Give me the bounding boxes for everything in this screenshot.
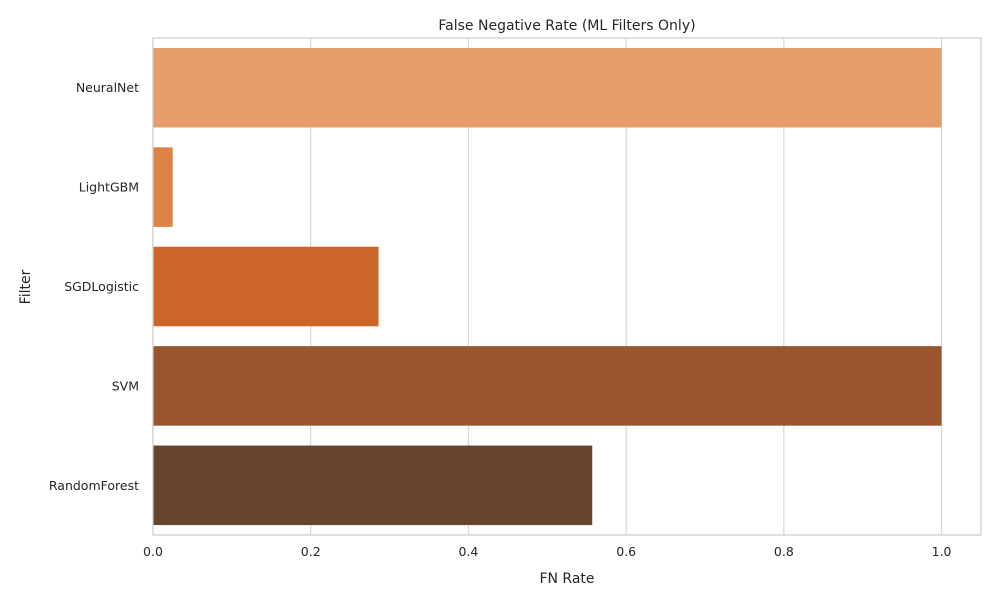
bars (153, 47, 942, 526)
bar-svm (153, 346, 942, 426)
bar-lightgbm (153, 147, 173, 227)
x-axis-label: FN Rate (539, 571, 594, 587)
x-tick-label: 1.0 (932, 544, 952, 559)
bar-randomforest (153, 445, 593, 526)
y-tick-label: NeuralNet (76, 80, 139, 95)
x-axis-ticks: 0.0 0.2 0.4 0.6 0.8 1.0 (143, 544, 951, 559)
x-tick-label: 0.8 (774, 544, 794, 559)
y-tick-label: LightGBM (79, 180, 139, 195)
x-tick-label: 0.6 (616, 544, 636, 559)
y-axis-label: Filter (18, 269, 34, 304)
chart-title: False Negative Rate (ML Filters Only) (438, 18, 695, 34)
x-tick-label: 0.0 (143, 544, 163, 559)
y-tick-label: SGDLogistic (64, 279, 139, 294)
y-axis-ticks: NeuralNet LightGBM SGDLogistic SVM RandomFor… (49, 80, 139, 493)
x-tick-label: 0.2 (301, 544, 321, 559)
bar-sgdlogistic (153, 246, 379, 327)
x-tick-label: 0.4 (458, 544, 478, 559)
bar-neuralnet (153, 47, 942, 128)
y-tick-label: SVM (112, 378, 139, 393)
plot-frame (152, 37, 982, 536)
y-tick-label: RandomForest (49, 478, 139, 493)
